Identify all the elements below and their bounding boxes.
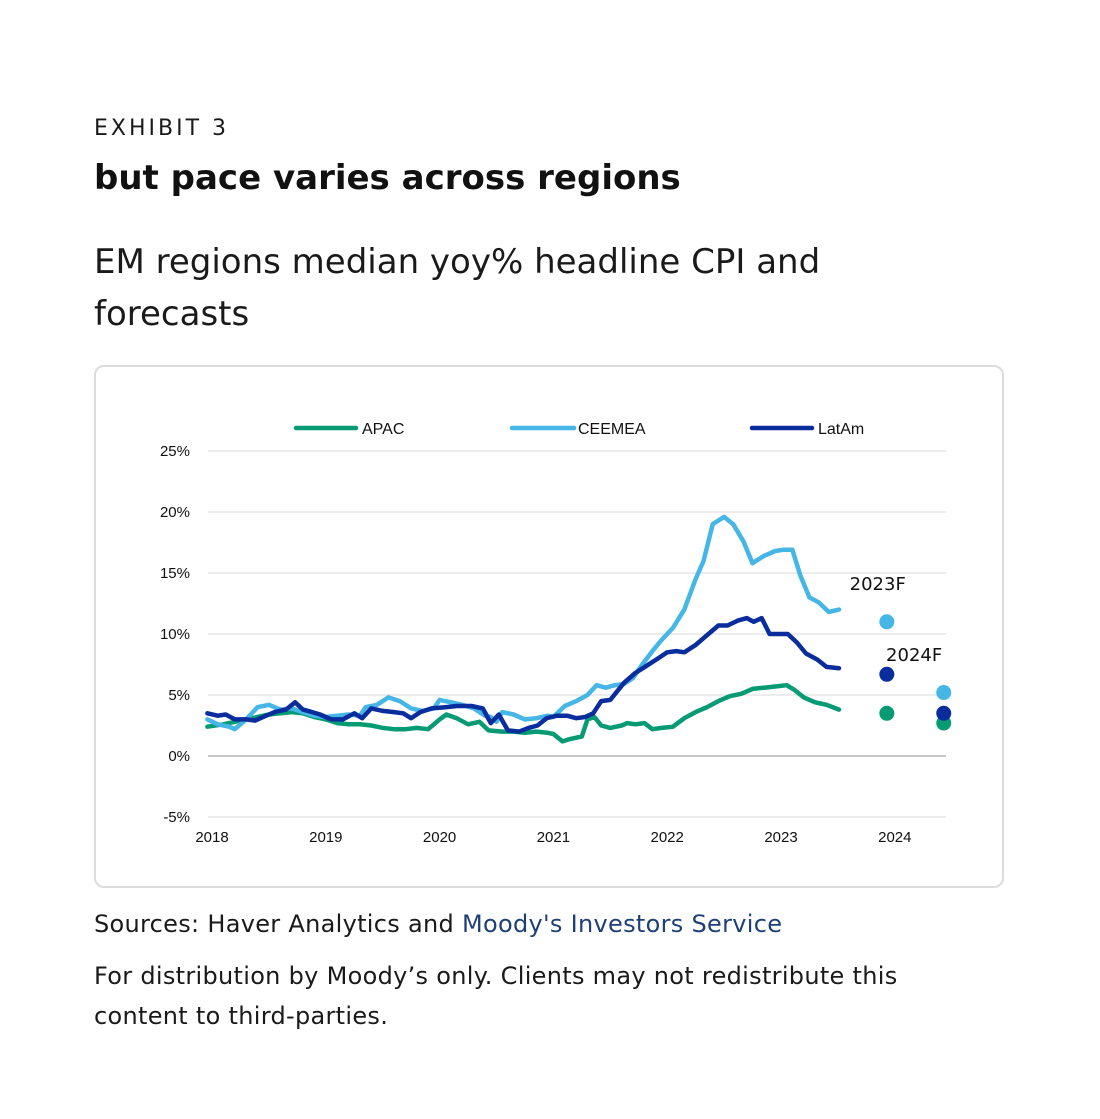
x-tick-label: 2024 [878,829,911,846]
distribution-note: For distribution by Moody’s only. Client… [94,962,898,1030]
series-layer [205,514,842,744]
series-line-latam [205,615,842,734]
y-tick-label: 15% [160,565,190,582]
legend-label-apac: APAC [362,421,404,438]
x-tick-label: 2019 [309,829,342,846]
y-tick-label: 20% [160,504,190,521]
chart-title: but pace varies across regions [94,158,681,198]
axis-layer: -5% 0% 5% 10% 15% 20% 25% 2018 2019 2020 2021 2022 2… [160,443,912,846]
y-tick-label: -5% [163,809,190,826]
y-tick-label: 10% [160,626,190,643]
chart-card: -5% 0% 5% 10% 15% 20% 25% 2018 2019 2020 2021 2022 2… [94,365,1004,888]
sources-link[interactable]: Moody's Investors Service [461,910,783,938]
exhibit-label: EXHIBIT 3 [94,116,230,141]
series-line-ceemea [205,514,842,732]
forecast-dot-latam-2023f [879,666,895,682]
legend-label-latam: LatAm [818,421,864,438]
forecast-layer [879,614,952,731]
forecast-dot-apac-2023f [879,705,895,721]
chart-subtitle: EM regions median yoy% headline CPI and … [94,242,821,334]
annotation-2023f: 2023F [850,574,906,595]
annotation-2024f: 2024F [886,645,942,666]
sources-note: Sources: Haver Analytics and Moody's Inv… [94,910,782,938]
chart-svg: -5% 0% 5% 10% 15% 20% 25% 2018 2019 2020 2021 2022 2… [160,421,952,846]
legend-layer: APAC CEEMEA LatAm [293,421,864,438]
x-tick-label: 2022 [651,829,684,846]
annotation-layer: 2023F 2024F [850,574,943,666]
grid-layer [208,450,946,818]
forecast-dot-ceemea-2023f [879,614,895,630]
y-tick-label: 5% [168,687,190,704]
forecast-dot-latam-2024f [936,705,952,721]
legend-label-ceemea: CEEMEA [578,421,646,438]
sources-prefix: Sources: Haver Analytics and [94,910,462,938]
forecast-dot-ceemea-2024f [936,685,952,701]
x-tick-label: 2021 [537,829,570,846]
x-tick-label: 2018 [195,829,228,846]
y-tick-label: 0% [168,748,190,765]
y-tick-label: 25% [160,443,190,460]
x-tick-label: 2020 [423,829,456,846]
x-tick-label: 2023 [764,829,797,846]
